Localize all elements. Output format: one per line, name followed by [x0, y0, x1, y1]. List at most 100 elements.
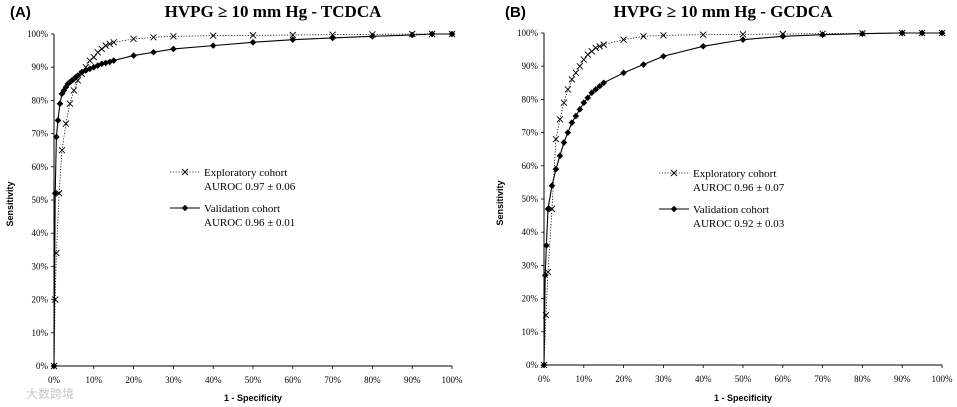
x-tick-label: 40%: [695, 374, 712, 384]
validation-cohort-point: [408, 31, 416, 39]
roc-panel-tcdca: (A) HVPG ≥ 10 mm Hg - TCDCA 0% 10% 20% 30% 40%…: [5, 2, 463, 403]
exploratory-cohort-point: [576, 62, 584, 70]
exploratory-cohort-point: [289, 31, 297, 39]
validation-cohort-point: [50, 362, 58, 370]
y-tick-label: 30%: [32, 261, 49, 271]
exploratory-cohort-point: [660, 32, 667, 39]
watermark-text: 大数跨境: [26, 386, 74, 401]
exploratory-cohort-point: [580, 56, 588, 63]
legend-validation-auroc: AUROC 0.92 ± 0.03: [693, 218, 785, 230]
x-tick-label: 70%: [814, 374, 831, 384]
y-tick-label: 100%: [517, 28, 539, 38]
y-axis-label: Sensitivity: [5, 181, 15, 226]
x-axis-label: 1 - Specificity: [224, 393, 282, 403]
x-tick-label: 60%: [775, 374, 792, 384]
exploratory-cohort-point: [150, 34, 157, 41]
validation-cohort-point: [588, 89, 596, 97]
exploratory-cohort-point: [584, 51, 592, 58]
validation-cohort-point: [209, 42, 217, 49]
validation-cohort-point: [130, 52, 137, 59]
x-tick-label: 20%: [615, 374, 632, 384]
validation-cohort-point: [448, 30, 456, 38]
exploratory-cohort-point: [572, 69, 580, 77]
exploratory-cohort-point: [542, 311, 550, 319]
legend-validation-auroc: AUROC 0.96 ± 0.01: [204, 217, 295, 229]
y-tick-label: 80%: [32, 95, 49, 105]
exploratory-cohort-point: [552, 135, 560, 143]
validation-cohort-point: [592, 86, 600, 93]
exploratory-cohort-point: [588, 47, 596, 55]
exploratory-cohort-point: [329, 31, 336, 38]
y-tick-label: 10%: [522, 327, 539, 337]
legend-exploratory-auroc: AUROC 0.97 ± 0.06: [204, 181, 296, 193]
exploratory-cohort-point: [51, 296, 59, 303]
x-tick-label: 100%: [442, 375, 464, 385]
y-tick-label: 70%: [522, 128, 539, 138]
chart-title: HVPG ≥ 10 mm Hg - TCDCA: [165, 2, 383, 21]
y-tick-label: 60%: [32, 162, 49, 172]
x-axis-label: 1 - Specificity: [714, 393, 772, 403]
y-tick-label: 80%: [522, 94, 539, 104]
exploratory-cohort-point: [592, 44, 600, 52]
exploratory-cohort-point: [86, 57, 94, 64]
validation-cohort-point: [556, 152, 564, 160]
validation-cohort-point: [249, 39, 257, 46]
legend-exploratory-name: Exploratory cohort: [693, 168, 776, 180]
validation-cohort-line: [53, 33, 452, 367]
exploratory-cohort-point: [209, 32, 217, 39]
x-tick-label: 0%: [48, 375, 61, 385]
x-tick-label: 50%: [245, 375, 262, 385]
exploratory-cohort-point: [568, 76, 576, 83]
x-tick-label: 30%: [165, 375, 182, 385]
exploratory-cohort-point: [102, 42, 110, 49]
validation-cohort-point: [640, 61, 647, 68]
y-tick-label: 0%: [526, 360, 539, 370]
exploratory-cohort-point: [560, 99, 568, 107]
exploratory-cohort-point: [739, 31, 747, 38]
exploratory-cohort-point: [170, 33, 177, 40]
exploratory-cohort-point: [66, 100, 74, 108]
validation-cohort-point: [898, 29, 906, 37]
x-tick-label: 90%: [894, 374, 911, 384]
legend-validation-swatch-marker: [181, 204, 189, 212]
legend-validation-swatch-marker: [670, 205, 678, 213]
exploratory-cohort-point: [620, 36, 627, 43]
validation-cohort-point: [699, 42, 707, 50]
y-tick-label: 20%: [522, 294, 539, 304]
validation-cohort-point: [329, 34, 336, 42]
legend-validation-name: Validation cohort: [204, 203, 280, 215]
exploratory-cohort-point: [110, 38, 118, 46]
legend-exploratory-swatch-marker: [181, 168, 189, 176]
roc-panel-gcdca: (B) HVPG ≥ 10 mm Hg - GCDCA 0% 10% 20% 30% 40%…: [495, 2, 953, 403]
validation-cohort-point: [544, 205, 552, 213]
legend-exploratory-name: Exploratory cohort: [204, 167, 287, 179]
exploratory-cohort-point: [94, 48, 102, 56]
y-tick-label: 60%: [522, 161, 539, 171]
x-tick-label: 40%: [205, 375, 222, 385]
exploratory-cohort-line: [53, 33, 452, 367]
exploratory-cohort-point: [556, 116, 564, 123]
validation-cohort-point: [289, 36, 297, 43]
validation-cohort-point: [54, 117, 62, 124]
x-tick-label: 10%: [576, 374, 593, 384]
validation-cohort-point: [541, 272, 549, 279]
y-tick-label: 90%: [522, 61, 539, 71]
x-tick-label: 50%: [735, 374, 752, 384]
exploratory-cohort-point: [55, 190, 63, 197]
exploratory-cohort-point: [90, 53, 98, 61]
x-tick-label: 80%: [854, 374, 871, 384]
x-tick-label: 20%: [125, 375, 142, 385]
x-tick-label: 0%: [538, 374, 551, 384]
exploratory-cohort-point: [98, 45, 106, 53]
validation-cohort-point: [584, 94, 592, 102]
validation-cohort-point: [110, 57, 117, 64]
validation-cohort-point: [560, 139, 568, 146]
validation-cohort-point: [552, 165, 560, 173]
y-tick-label: 40%: [32, 228, 49, 238]
validation-cohort-point: [859, 30, 866, 37]
validation-cohort-point: [568, 119, 576, 126]
exploratory-cohort-point: [249, 32, 257, 39]
validation-cohort-point: [56, 100, 64, 108]
validation-cohort-point: [819, 31, 826, 38]
y-tick-label: 50%: [32, 195, 49, 205]
